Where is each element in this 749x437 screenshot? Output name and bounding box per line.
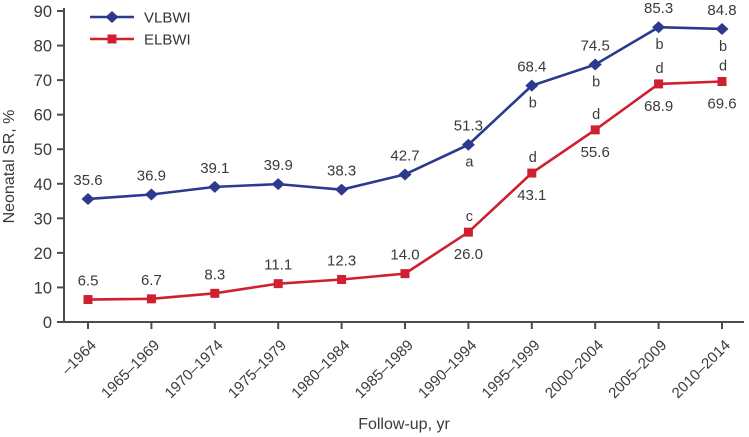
legend-square-icon — [107, 34, 117, 44]
value-label: 14.0 — [390, 247, 419, 264]
data-point-marker-vlbwi — [144, 188, 158, 201]
value-label: 84.8 — [707, 2, 736, 19]
annotation-letter: b — [592, 75, 600, 91]
data-point-marker-elbwi — [400, 269, 410, 279]
series-elbwi: 6.5 6.7 8.3 11.1 12.3 14.0 26.0 c 43.1 d 55.6 d 68.9… — [78, 58, 737, 305]
y-tick-label: 90 — [34, 3, 52, 21]
value-label: 12.3 — [327, 252, 356, 269]
value-label: 36.9 — [137, 167, 166, 184]
value-label: 68.4 — [517, 59, 546, 76]
value-label: 39.1 — [200, 160, 229, 177]
data-point-marker-vlbwi — [715, 22, 729, 35]
value-label: 69.6 — [707, 95, 736, 112]
data-point-marker-elbwi — [654, 79, 664, 89]
value-label: 6.7 — [141, 272, 162, 289]
legend-label: VLBWI — [144, 10, 191, 27]
value-label: 74.5 — [581, 38, 610, 55]
data-point-marker-vlbwi — [461, 138, 475, 151]
value-label: 43.1 — [517, 187, 546, 204]
value-label: 11.1 — [264, 257, 292, 274]
y-tick-label: 20 — [34, 245, 52, 263]
data-point-marker-elbwi — [273, 279, 283, 289]
data-point-marker-vlbwi — [271, 178, 285, 191]
y-tick-label: 0 — [43, 314, 52, 332]
annotation-letter: b — [529, 96, 537, 112]
value-label: 68.9 — [644, 98, 673, 115]
annotation-letter: d — [529, 150, 537, 166]
y-tick-label: 10 — [34, 279, 52, 297]
data-point-marker-vlbwi — [81, 192, 95, 205]
annotation-letter: d — [719, 58, 727, 74]
x-axis-title: Follow-up, yr — [358, 416, 450, 433]
data-point-marker-vlbwi — [525, 79, 539, 92]
annotation-letter: d — [656, 61, 664, 77]
data-point-marker-elbwi — [337, 274, 347, 284]
value-label: 39.9 — [264, 157, 293, 174]
data-point-marker-elbwi — [527, 168, 537, 178]
legend-label: ELBWI — [144, 32, 191, 49]
annotation-letter: d — [592, 107, 600, 123]
y-tick-label: 70 — [34, 72, 52, 90]
data-point-marker-elbwi — [463, 227, 473, 237]
value-label: 35.6 — [73, 172, 102, 189]
series-vlbwi: 35.6 36.9 39.1 39.9 38.3 42.7 51.3 a 68.4 b 74.5 b 8… — [73, 0, 737, 205]
data-point-marker-elbwi — [146, 294, 156, 304]
value-label: 8.3 — [204, 266, 225, 283]
legend-item-elbwi: ELBWI — [90, 32, 191, 49]
value-label: 6.5 — [78, 273, 99, 290]
annotation-letter: b — [719, 39, 727, 55]
value-label: 85.3 — [644, 0, 673, 17]
legend: VLBWI ELBWI — [90, 10, 191, 49]
data-point-marker-vlbwi — [335, 183, 349, 196]
annotation-letter: c — [466, 209, 473, 225]
y-tick-label: 80 — [34, 38, 52, 56]
value-label: 51.3 — [454, 118, 483, 135]
legend-diamond-icon — [105, 11, 119, 23]
annotation-letter: b — [656, 37, 664, 53]
data-point-marker-elbwi — [210, 288, 220, 298]
value-label: 42.7 — [390, 147, 419, 164]
annotation-letter: a — [465, 155, 474, 171]
data-point-marker-elbwi — [83, 295, 93, 305]
data-point-marker-vlbwi — [398, 168, 412, 181]
y-tick-label: 30 — [34, 210, 52, 228]
value-label: 38.3 — [327, 163, 356, 180]
y-axis-title: Neonatal SR, % — [1, 110, 18, 224]
data-point-marker-vlbwi — [588, 58, 602, 71]
y-tick-label: 60 — [34, 107, 52, 125]
value-label: 55.6 — [581, 144, 610, 161]
data-point-marker-vlbwi — [208, 180, 222, 193]
y-tick-label: 50 — [34, 141, 52, 159]
y-tick-label: 40 — [34, 176, 52, 194]
legend-item-vlbwi: VLBWI — [90, 10, 191, 27]
value-label: 26.0 — [454, 246, 483, 263]
data-point-marker-vlbwi — [652, 21, 666, 34]
data-point-marker-elbwi — [590, 125, 600, 135]
data-point-marker-elbwi — [717, 76, 727, 86]
